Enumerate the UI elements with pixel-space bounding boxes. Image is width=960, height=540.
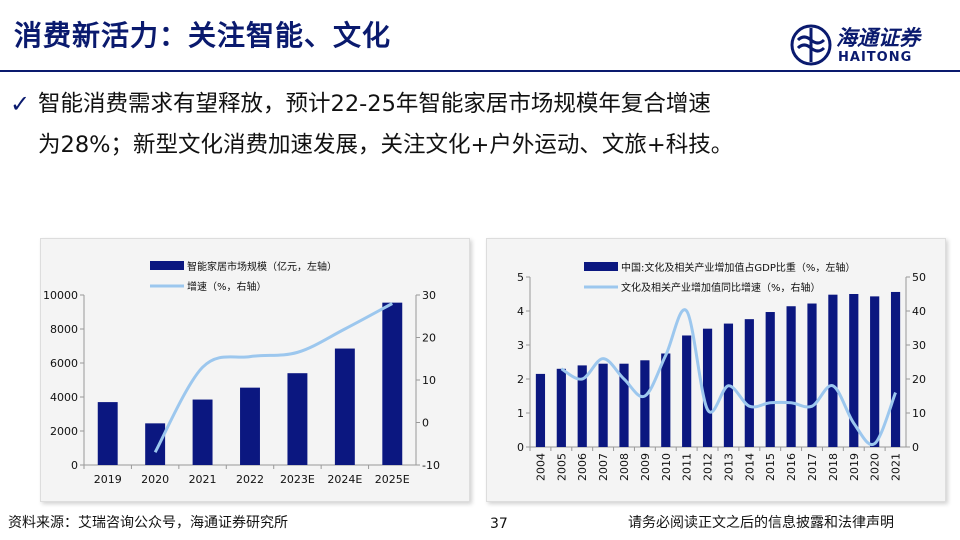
page-number: 37 <box>490 516 508 532</box>
x-tick-label: 2005 <box>555 453 568 481</box>
x-tick-label: 2019 <box>848 453 861 481</box>
x-tick-label: 2018 <box>827 453 840 481</box>
bar <box>556 368 566 447</box>
brand-logo: 海通证券 HAITONG <box>790 22 940 68</box>
x-tick-label: 2008 <box>618 453 631 481</box>
bullet-line-2: 为28%；新型文化消费加速发展，关注文化+户外运动、文旅+科技。 <box>38 132 734 158</box>
x-tick-label: 2021 <box>189 473 217 486</box>
y-left-tick-label: 4 <box>517 305 524 318</box>
x-tick-label: 2020 <box>141 473 169 486</box>
x-tick-label: 2024E <box>327 473 362 486</box>
haitong-emblem-icon <box>790 24 832 66</box>
x-tick-label: 2015 <box>764 453 777 481</box>
x-tick-label: 2016 <box>785 453 798 481</box>
x-tick-label: 2014 <box>743 453 756 481</box>
bar <box>97 402 118 465</box>
chart-smart-home-market: 智能家居市场规模（亿元，左轴） 增速（%，右轴） 0 2000 4000 6000 8000… <box>43 260 440 486</box>
y-left-tick-label: 1 <box>517 407 524 420</box>
x-tick-label: 2023E <box>280 473 315 486</box>
x-tick-label: 2010 <box>660 453 673 481</box>
y-right-tick-label: 20 <box>422 332 436 345</box>
bar <box>828 294 838 447</box>
bar <box>598 363 608 447</box>
legend-swatch-bar <box>150 261 184 270</box>
x-tick-label: 2021 <box>890 453 903 481</box>
y-right-tick-label: 20 <box>912 373 926 386</box>
bar <box>765 312 775 447</box>
bar <box>661 353 671 447</box>
bullet-point: ✓ 智能消费需求有望释放，预计22-25年智能家居市场规模年复合增速 为28%；… <box>10 84 948 166</box>
bar <box>744 319 754 447</box>
x-tick-label: 2004 <box>534 453 547 481</box>
y-right-tick-label: 30 <box>912 339 926 352</box>
x-tick-label: 2012 <box>702 453 715 481</box>
title-divider <box>0 70 960 72</box>
y-right-tick-label: 10 <box>422 374 436 387</box>
y-right-tick-label: 50 <box>912 271 926 284</box>
bar <box>890 291 901 447</box>
y-right-tick-label: 0 <box>912 441 919 454</box>
bar <box>682 335 692 447</box>
bar <box>702 328 713 447</box>
y-left-tick-label: 2 <box>517 373 524 386</box>
logo-text-cn: 海通证券 <box>836 25 920 50</box>
x-tick-label: 2020 <box>869 453 882 481</box>
chart-culture-industry: 中国:文化及相关产业增加值占GDP比重（%，左轴） 文化及相关产业增加值同比增速（… <box>517 261 926 481</box>
x-tick-label: 2009 <box>639 453 652 481</box>
x-tick-label: 2011 <box>681 453 694 481</box>
footer-disclaimer: 请务必阅读正文之后的信息披露和法律声明 <box>628 515 894 531</box>
bar <box>870 296 880 447</box>
y-left-tick-label: 0 <box>517 441 524 454</box>
y-left-tick-label: 3 <box>517 339 524 352</box>
y-left-tick-label: 0 <box>71 459 78 472</box>
bar <box>334 348 355 465</box>
x-tick-label: 2007 <box>597 453 610 481</box>
y-left-tick-label: 8000 <box>50 323 78 336</box>
footer-source: 资料来源：艾瑞咨询公众号，海通证券研究所 <box>8 515 288 531</box>
x-tick-label: 2017 <box>806 453 819 481</box>
y-left-tick-label: 5 <box>517 271 524 284</box>
x-tick-label: 2006 <box>576 453 589 481</box>
x-tick-label: 2019 <box>94 473 122 486</box>
bar <box>577 365 587 447</box>
checkmark-icon: ✓ <box>10 90 31 118</box>
series-line <box>153 302 393 453</box>
y-right-tick-label: 0 <box>422 417 429 430</box>
bar <box>640 360 650 447</box>
y-right-tick-label: 30 <box>422 289 436 302</box>
bar <box>786 306 796 447</box>
x-tick-label: 2025E <box>375 473 410 486</box>
x-tick-label: 2013 <box>722 453 735 481</box>
legend-label-line: 文化及相关产业增加值同比增速（%，右轴） <box>621 281 821 294</box>
y-right-tick-label: -10 <box>422 459 440 472</box>
logo-text-en: HAITONG <box>838 50 913 65</box>
x-tick-label: 2022 <box>236 473 264 486</box>
bar <box>535 373 546 447</box>
y-right-tick-label: 40 <box>912 305 926 318</box>
legend-label-line: 增速（%，右轴） <box>187 280 267 293</box>
page-title: 消费新活力：关注智能、文化 <box>14 19 392 52</box>
bar <box>849 294 859 447</box>
bar <box>382 302 403 465</box>
series-line <box>560 308 897 447</box>
legend-label-bar: 智能家居市场规模（亿元，左轴） <box>187 260 337 273</box>
legend-label-bar: 中国:文化及相关产业增加值占GDP比重（%，左轴） <box>621 261 855 274</box>
legend-swatch-bar <box>584 262 618 271</box>
bullet-line-1: 智能消费需求有望释放，预计22-25年智能家居市场规模年复合增速 <box>38 91 711 117</box>
y-left-tick-label: 4000 <box>50 391 78 404</box>
bar <box>287 373 308 465</box>
bar <box>240 387 260 465</box>
y-left-tick-label: 6000 <box>50 357 78 370</box>
bar <box>192 399 213 465</box>
bar <box>807 303 817 447</box>
y-right-tick-label: 10 <box>912 407 926 420</box>
y-left-tick-label: 10000 <box>43 289 78 302</box>
bar <box>145 423 166 465</box>
bar <box>619 363 629 447</box>
y-left-tick-label: 2000 <box>50 425 78 438</box>
